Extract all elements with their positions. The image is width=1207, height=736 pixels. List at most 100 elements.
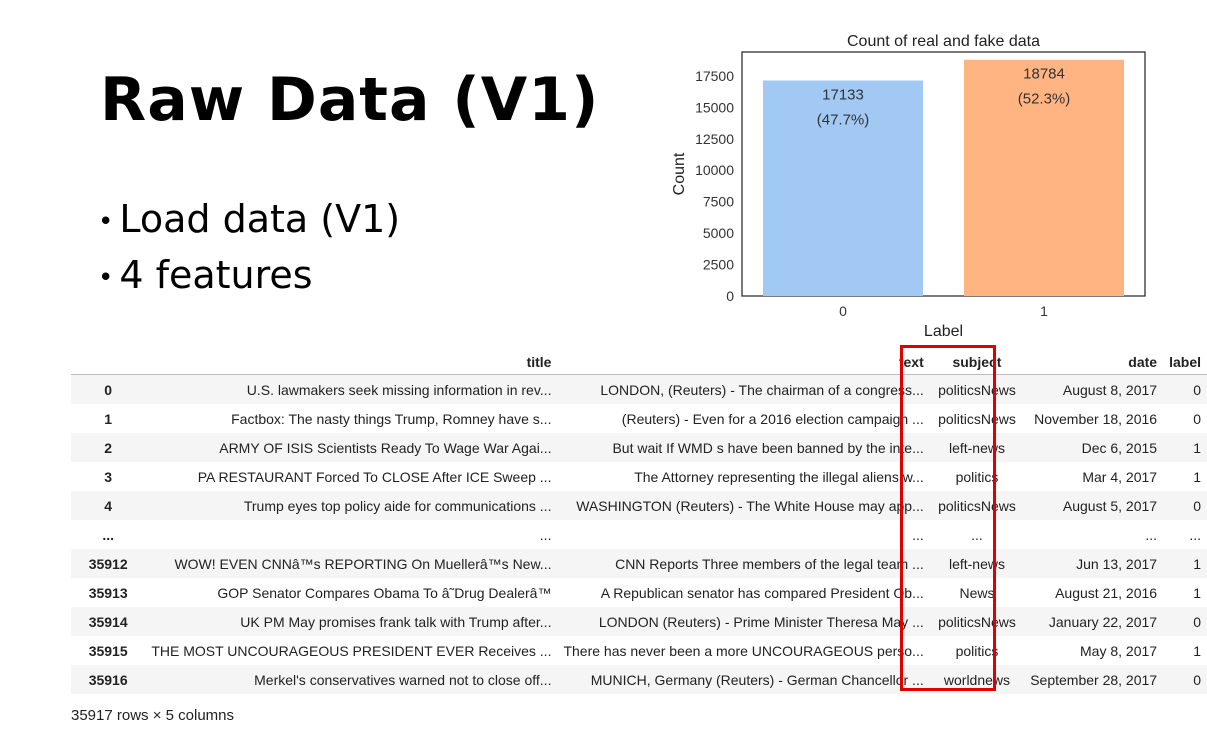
cell-title: ARMY OF ISIS Scientists Ready To Wage Wa… — [219, 439, 552, 456]
index-header — [71, 344, 146, 375]
row-index: 1 — [104, 410, 113, 427]
x-tick-label: 1 — [1040, 303, 1048, 319]
table-row: 35916 Merkel's conservatives warned not t… — [71, 665, 1207, 694]
cell-date: August 21, 2016 — [1055, 584, 1158, 601]
y-tick-label: 10000 — [695, 162, 734, 178]
x-axis-label: Label — [924, 323, 963, 340]
cell-label: 1 — [1193, 555, 1201, 572]
cell-date: Jun 13, 2017 — [1076, 555, 1158, 572]
table-row: .................. — [71, 520, 1207, 549]
row-index: 35914 — [88, 613, 128, 630]
dataframe-table: title text subject date label 0 U.S. lawm… — [71, 344, 1207, 694]
cell-text: LONDON (Reuters) - Prime Minister Theres… — [598, 613, 924, 630]
cell-label: 1 — [1193, 468, 1201, 485]
table-row: 2 ARMY OF ISIS Scientists Ready To Wage W… — [71, 433, 1207, 462]
cell-title: Trump eyes top policy aide for communica… — [243, 497, 552, 514]
table-row: 1 Factbox: The nasty things Trump, Romney… — [71, 404, 1207, 433]
cell-text: WASHINGTON (Reuters) - The White House m… — [576, 497, 924, 514]
bullet-text: 4 features — [119, 253, 313, 297]
column-header: text — [557, 344, 930, 375]
cell-text: There has never been a more UNCOURAGEOUS… — [563, 642, 924, 659]
cell-date: ... — [1145, 526, 1158, 543]
slide-title: Raw Data (V1) — [100, 65, 600, 135]
bar — [964, 59, 1124, 297]
y-tick-label: 12500 — [695, 131, 734, 147]
chart-title: Count of real and fake data — [847, 33, 1040, 50]
cell-label: 1 — [1193, 439, 1201, 456]
row-index: 4 — [104, 497, 113, 514]
table-row: 35915 THE MOST UNCOURAGEOUS PRESIDENT EVE… — [71, 636, 1207, 665]
cell-label: 0 — [1193, 410, 1201, 427]
cell-title: GOP Senator Compares Obama To â˜Drug Dea… — [217, 584, 552, 601]
y-tick-label: 5000 — [703, 225, 734, 241]
cell-subject: politicsNews — [938, 381, 1016, 398]
bar-percent-label: (52.3%) — [1018, 91, 1071, 108]
column-header: title — [145, 344, 558, 375]
row-index: 35913 — [88, 584, 128, 601]
row-index: 35912 — [88, 555, 128, 572]
cell-text: MUNICH, Germany (Reuters) - German Chanc… — [590, 671, 924, 688]
cell-subject: politicsNews — [938, 410, 1016, 427]
row-index: ... — [102, 526, 114, 543]
cell-text: A Republican senator has compared Presid… — [600, 584, 924, 601]
cell-subject: left-news — [948, 439, 1005, 456]
row-index: 0 — [104, 381, 113, 398]
cell-title: WOW! EVEN CNNâ™s REPORTING On Muellerâ™s… — [174, 555, 552, 572]
table-row: 4 Trump eyes top policy aide for communic… — [71, 491, 1207, 520]
cell-subject: politics — [955, 468, 999, 485]
cell-text: ... — [912, 526, 924, 543]
table-row: 0 U.S. lawmakers seek missing information… — [71, 374, 1207, 404]
cell-label: 1 — [1193, 642, 1201, 659]
cell-date: Mar 4, 2017 — [1082, 468, 1158, 485]
bar-count-label: 18784 — [1023, 66, 1065, 83]
cell-title: Merkel's conservatives warned not to clo… — [254, 671, 552, 688]
bar — [763, 80, 923, 296]
bullet-text: Load data (V1) — [119, 197, 401, 241]
cell-date: August 5, 2017 — [1062, 497, 1158, 514]
cell-subject: politicsNews — [938, 497, 1016, 514]
y-tick-label: 7500 — [703, 194, 734, 210]
bullet-list: • Load data (V1) • 4 features — [98, 196, 400, 308]
cell-date: August 8, 2017 — [1062, 381, 1158, 398]
cell-label: 1 — [1193, 584, 1201, 601]
table-row: 35912 WOW! EVEN CNNâ™s REPORTING On Muell… — [71, 549, 1207, 578]
y-tick-label: 0 — [726, 288, 734, 304]
row-index: 35915 — [88, 642, 128, 659]
table-header-row: title text subject date label — [71, 344, 1207, 375]
cell-text: The Attorney representing the illegal al… — [634, 468, 924, 485]
cell-title: Factbox: The nasty things Trump, Romney … — [231, 410, 552, 427]
column-header: date — [1024, 344, 1164, 375]
y-axis-label: Count — [671, 152, 688, 195]
row-index: 3 — [104, 468, 113, 485]
cell-title: UK PM May promises frank talk with Trump… — [240, 613, 552, 630]
cell-date: September 28, 2017 — [1030, 671, 1158, 688]
cell-title: ... — [539, 526, 552, 543]
plot-frame — [741, 51, 1146, 297]
cell-label: 0 — [1193, 613, 1201, 630]
table-row: 3 PA RESTAURANT Forced To CLOSE After ICE… — [71, 462, 1207, 491]
table-shape-caption: 35917 rows × 5 columns — [71, 707, 235, 724]
column-header: subject — [929, 344, 1025, 375]
cell-label: 0 — [1193, 497, 1201, 514]
bullet-dot-icon: • — [98, 206, 114, 237]
table-row: 35913 GOP Senator Compares Obama To â˜Dru… — [71, 578, 1207, 607]
cell-subject: left-news — [948, 555, 1005, 572]
cell-label: 0 — [1193, 671, 1201, 688]
cell-date: January 22, 2017 — [1048, 613, 1158, 630]
y-tick-label: 17500 — [695, 68, 734, 84]
bullet-dot-icon: • — [98, 262, 114, 293]
cell-date: May 8, 2017 — [1080, 642, 1158, 659]
cell-date: November 18, 2016 — [1034, 410, 1158, 427]
cell-title: PA RESTAURANT Forced To CLOSE After ICE … — [197, 468, 552, 485]
cell-text: CNN Reports Three members of the legal t… — [615, 555, 924, 572]
cell-text: But wait If WMD s have been banned by th… — [612, 439, 924, 456]
cell-date: Dec 6, 2015 — [1081, 439, 1158, 456]
row-index: 2 — [104, 439, 113, 456]
cell-text: LONDON, (Reuters) - The chairman of a co… — [600, 381, 924, 398]
bullet-item: • 4 features — [98, 252, 400, 308]
cell-subject: worldnews — [943, 671, 1011, 688]
bullet-item: • Load data (V1) — [98, 196, 400, 252]
table-row: 35914 UK PM May promises frank talk with … — [71, 607, 1207, 636]
bar-count-label: 17133 — [822, 87, 864, 104]
column-header: label — [1163, 344, 1207, 375]
